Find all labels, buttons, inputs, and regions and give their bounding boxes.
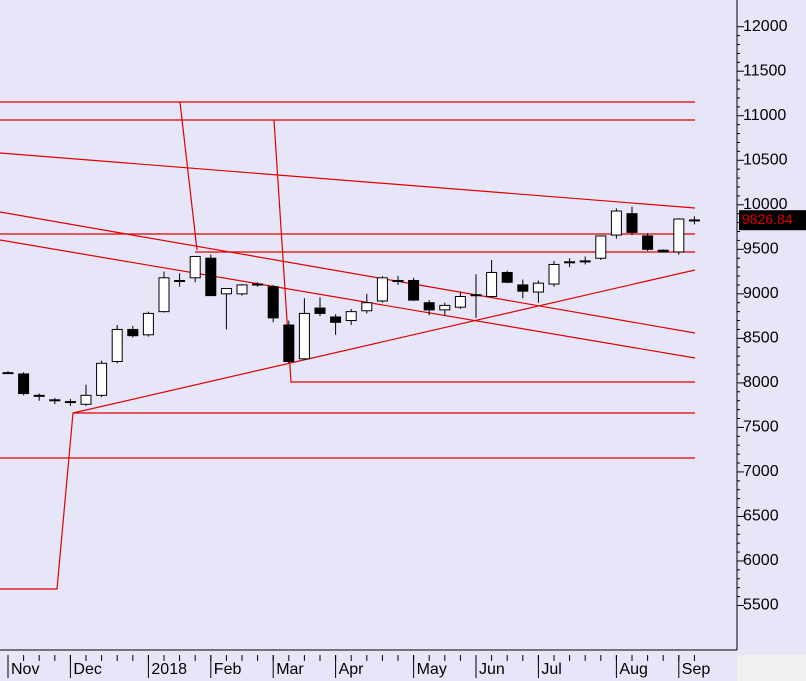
y-tick-label: 9000 [743, 285, 779, 302]
candle-body [470, 294, 482, 297]
candle-body [501, 271, 513, 283]
last-value-label: 9826.84 [742, 211, 793, 227]
trend-line [0, 152, 696, 209]
x-tick-label: 2018 [151, 661, 187, 678]
candle-body [595, 235, 607, 259]
x-tick-label: Jun [479, 661, 505, 678]
y-tick-label: 6500 [743, 508, 779, 525]
x-tick-label: May [417, 661, 447, 678]
candle-body [64, 401, 76, 404]
trend-line [72, 269, 696, 414]
candle-body [236, 284, 248, 295]
x-tick-label: Nov [11, 661, 39, 678]
y-tick-label: 7000 [743, 463, 779, 480]
last-value-box [739, 210, 806, 231]
candle-body [688, 219, 700, 222]
y-tick-label: 9500 [743, 241, 779, 258]
candle-body [564, 261, 576, 264]
trend-line [0, 412, 695, 590]
candle-body [330, 316, 342, 323]
candle-body [314, 307, 326, 314]
trend-line [0, 211, 696, 334]
x-tick-label: Dec [73, 661, 101, 678]
candle-body [127, 328, 139, 337]
candle-body [423, 302, 435, 311]
candle-body [486, 271, 498, 298]
candle-body [517, 284, 529, 292]
candle-body [158, 277, 170, 313]
y-tick-label: 8500 [743, 330, 779, 347]
candle-body [174, 279, 186, 282]
y-tick-label: 6000 [743, 552, 779, 569]
y-tick-label: 11500 [743, 62, 786, 79]
candle-body [2, 372, 14, 375]
candle-body [579, 260, 591, 263]
x-tick-label: Jul [541, 661, 561, 678]
y-tick-label: 10000 [743, 196, 788, 213]
candle-body [454, 296, 466, 308]
candle-body [376, 277, 388, 302]
candle-body [657, 249, 669, 253]
candle-body [298, 312, 310, 360]
candle-body [283, 324, 295, 363]
candle-body [345, 311, 357, 322]
y-tick-label: 5500 [743, 597, 779, 614]
trend-line [0, 239, 696, 359]
candle-body [33, 394, 45, 397]
candle-body [626, 213, 638, 233]
candle-body [111, 328, 123, 363]
candle-body [532, 282, 544, 293]
candle-body [673, 218, 685, 253]
candle-body [361, 302, 373, 312]
candle-body [96, 362, 108, 396]
y-tick-label: 11000 [743, 107, 786, 124]
candle-body [220, 287, 232, 295]
y-tick-label: 8000 [743, 374, 779, 391]
corner [737, 655, 806, 681]
candle-body [189, 255, 201, 279]
trend-line [179, 101, 198, 251]
candle-body [610, 210, 622, 236]
candle-body [392, 279, 404, 282]
candle-body [267, 286, 279, 319]
y-tick-label: 12000 [743, 18, 788, 35]
y-tick-label: 7500 [743, 419, 779, 436]
trend-lines [0, 101, 696, 590]
candle-body [205, 257, 217, 297]
candle-body [49, 399, 61, 402]
x-tick-label: Mar [276, 661, 304, 678]
candle-body [142, 312, 154, 336]
y-tick-label: 10500 [743, 151, 788, 168]
x-tick-label: Sep [682, 661, 711, 678]
candle-body [252, 283, 264, 286]
trend-line [273, 119, 695, 383]
candle-body [408, 279, 420, 301]
candle-body [80, 394, 92, 405]
candle-body [18, 373, 30, 395]
candle-body [642, 235, 654, 250]
x-tick-label: Aug [619, 661, 647, 678]
x-tick-label: Apr [339, 661, 365, 678]
candle-body [548, 263, 560, 285]
candle-body [439, 304, 451, 311]
x-tick-label: Feb [214, 661, 242, 678]
